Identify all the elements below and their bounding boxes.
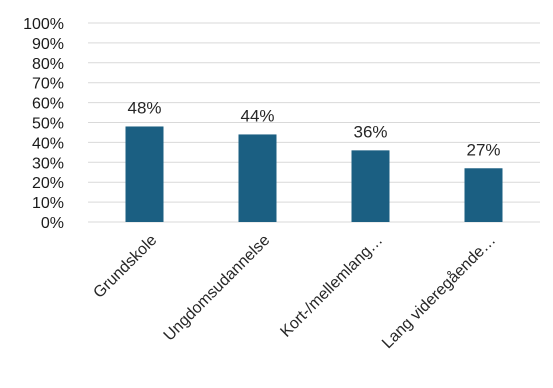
category-label: Kort-/mellemlang… [277, 232, 386, 341]
bar [464, 168, 503, 222]
category-label: Grundskole [90, 232, 160, 302]
data-label: 36% [353, 122, 387, 141]
y-tick-label: 20% [32, 175, 64, 192]
x-axis-category-labels: Grundskole Ungdomsudannelse Kort-/mellemla… [90, 231, 499, 352]
y-tick-label: 70% [32, 76, 64, 93]
y-tick-label: 40% [32, 135, 64, 152]
y-tick-label: 30% [32, 155, 64, 172]
y-tick-label: 90% [32, 36, 64, 53]
bar [125, 126, 164, 222]
data-labels: 48% 44% 36% 27% [127, 98, 500, 159]
y-tick-label: 60% [32, 96, 64, 113]
bar [351, 150, 390, 222]
category-label: Lang videregående… [378, 231, 499, 352]
data-label: 48% [127, 98, 161, 117]
y-tick-label: 0% [41, 215, 64, 232]
y-tick-label: 80% [32, 56, 64, 73]
bars [125, 126, 503, 222]
data-label: 27% [466, 140, 500, 159]
data-label: 44% [240, 106, 274, 125]
category-label: Ungdomsudannelse [161, 232, 274, 345]
bar [238, 134, 277, 222]
y-tick-label: 10% [32, 195, 64, 212]
y-tick-label: 50% [32, 116, 64, 133]
y-tick-label: 100% [23, 16, 64, 33]
y-axis-tick-labels: 0% 10% 20% 30% 40% 50% 60% 70% 80% 90% 100% [23, 16, 64, 232]
